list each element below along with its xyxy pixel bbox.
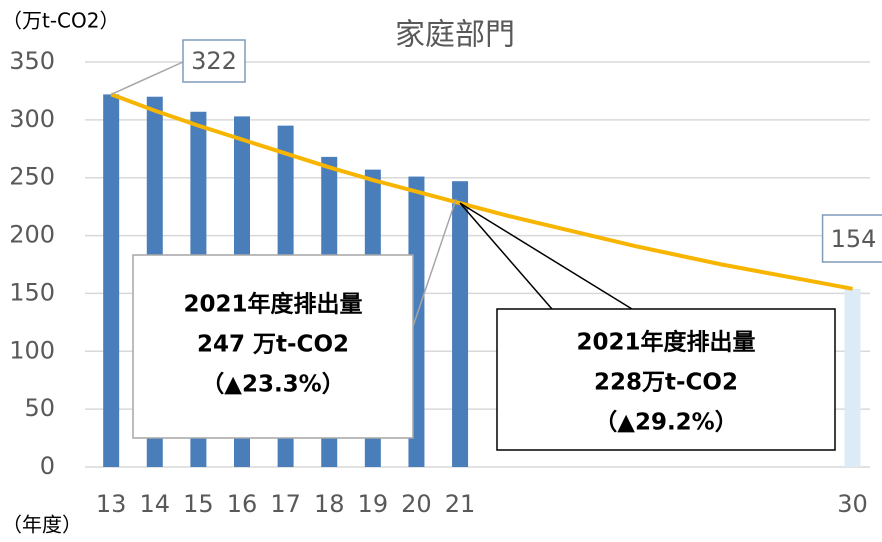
x-tick-label: 18 — [314, 490, 345, 518]
y-tick-label: 350 — [9, 47, 55, 75]
callout-box — [496, 308, 836, 451]
chart-title: 家庭部門 — [395, 18, 515, 53]
callout-text: （▲29.2%） — [594, 409, 737, 436]
x-tick-label: 21 — [445, 490, 476, 518]
target-line — [110, 92, 853, 291]
leader-line — [459, 202, 553, 310]
callout-box — [132, 254, 414, 439]
x-tick-label: 20 — [401, 490, 432, 518]
y-axis-label: （万t-CO2） — [2, 9, 120, 33]
label-box — [182, 39, 246, 83]
bar — [103, 94, 120, 468]
x-tick-label: 19 — [358, 490, 389, 518]
x-tick-label: 30 — [837, 490, 868, 518]
label-box — [821, 214, 882, 263]
data-label: 154 — [831, 225, 877, 253]
y-tick-label: 250 — [9, 163, 55, 191]
x-axis-label: （年度） — [2, 513, 82, 537]
callout-text: 247 万t-CO2 — [197, 332, 349, 358]
y-tick-label: 50 — [24, 394, 55, 422]
x-tick-label: 14 — [140, 490, 171, 518]
x-tick-label: 16 — [227, 490, 258, 518]
y-tick-label: 200 — [9, 221, 55, 249]
y-tick-label: 0 — [40, 452, 55, 480]
x-tick-label: 15 — [183, 490, 214, 518]
y-tick-label: 100 — [9, 336, 55, 364]
bar — [844, 288, 861, 467]
leader-line — [110, 61, 184, 96]
callout-text: 2021年度排出量 — [576, 329, 755, 356]
callout-text: 228万t-CO2 — [594, 370, 738, 396]
callout-text: （▲23.3%） — [201, 371, 344, 398]
data-label: 322 — [191, 47, 237, 75]
callout-text: 2021年度排出量 — [183, 291, 362, 318]
leader-line — [459, 202, 633, 310]
x-tick-label: 17 — [270, 490, 301, 518]
x-tick-label: 13 — [96, 490, 127, 518]
bar — [452, 181, 469, 467]
y-tick-label: 300 — [9, 105, 55, 133]
y-tick-label: 150 — [9, 278, 55, 306]
